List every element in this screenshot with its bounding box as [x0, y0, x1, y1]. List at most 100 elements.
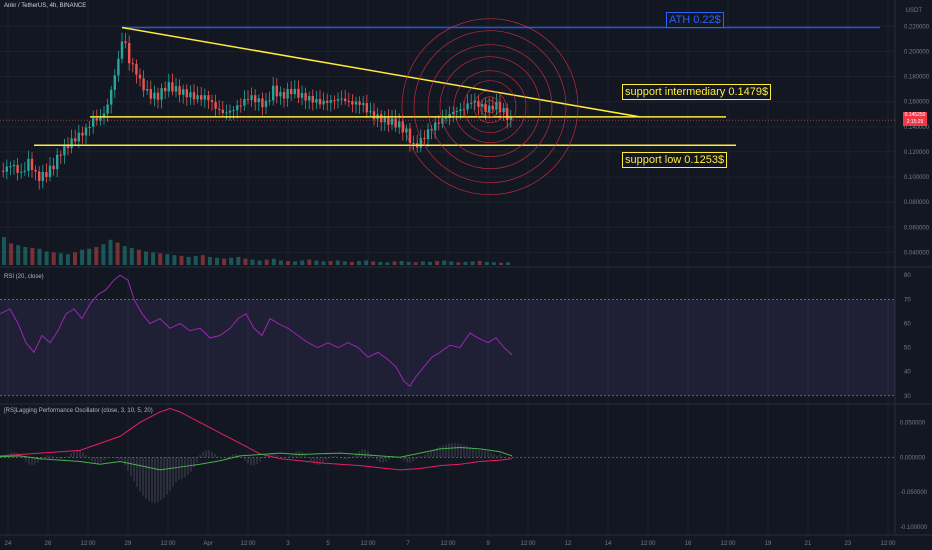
rsi-tick-label: 70: [904, 297, 911, 303]
x-tick-label: 3: [286, 541, 290, 547]
osc-tick-label: -0.100000: [900, 525, 928, 531]
candle-body: [502, 108, 505, 113]
volume-bar: [300, 260, 305, 265]
volume-bar: [463, 261, 468, 265]
candle-body: [470, 102, 473, 104]
candle-body: [192, 92, 196, 100]
candle-body: [354, 101, 358, 105]
volume-bar: [65, 254, 70, 265]
candle-body: [214, 102, 217, 109]
candle-body: [315, 98, 318, 103]
candle-body: [74, 138, 77, 142]
candle-body: [185, 89, 188, 98]
x-tick-label: 12:00: [440, 541, 456, 547]
candle-body: [466, 103, 469, 110]
volume-bar: [413, 262, 418, 265]
volume-bar: [286, 260, 290, 265]
volume-bar: [122, 246, 127, 265]
rsi-tick-label: 50: [904, 346, 911, 352]
price-tick-label: 0.120000: [904, 150, 930, 156]
candle-body: [5, 166, 8, 172]
x-tick-label: 9: [486, 541, 490, 547]
candle-body: [311, 96, 314, 103]
price-tick-label: 0.100000: [904, 175, 930, 181]
candle-body: [196, 95, 199, 100]
x-tick-label: 12:00: [360, 541, 376, 547]
x-tick-label: 12:00: [720, 541, 736, 547]
candle-body: [441, 118, 444, 124]
last-price-value: 0.145250: [904, 112, 926, 118]
osc-tick-label: 0.050000: [900, 420, 926, 426]
candle-body: [138, 74, 142, 79]
price-tick-label: 0.160000: [904, 100, 930, 106]
volume-bar: [385, 262, 390, 265]
candle-body: [347, 100, 350, 102]
volume-bar: [406, 261, 411, 265]
volume-bar: [186, 256, 191, 265]
ticker-title: Ankr / TetherUS, 4h, BINANCE: [4, 3, 87, 9]
volume-bar: [179, 256, 184, 265]
candle-body: [30, 158, 34, 170]
volume-bar: [392, 261, 397, 265]
candle-body: [117, 58, 120, 76]
candle-body: [153, 92, 156, 99]
volume-bar: [477, 260, 482, 265]
x-tick-label: 12:00: [880, 541, 896, 547]
candle-body: [351, 101, 354, 105]
volume-bar: [442, 260, 447, 265]
candle-body: [218, 108, 221, 110]
candle-body: [480, 104, 484, 107]
currency-label: USDT: [905, 8, 922, 14]
candle-body: [16, 164, 19, 173]
candle-body: [48, 165, 52, 177]
x-tick-label: 7: [406, 541, 410, 547]
candle-body: [66, 144, 70, 149]
candle-body: [9, 166, 12, 168]
volume-bar: [144, 251, 148, 265]
candle-body: [369, 111, 372, 113]
volume-bar: [328, 260, 333, 265]
volume-bar: [357, 260, 361, 265]
candle-body: [430, 129, 433, 131]
x-tick-label: 26: [45, 541, 52, 547]
x-tick-label: 16: [685, 541, 692, 547]
price-tick-label: 0.180000: [904, 75, 930, 81]
candle-body: [318, 98, 322, 105]
oscillator-title: [RS]Lagging Performance Oscillator (clos…: [4, 408, 153, 414]
candle-body: [84, 127, 88, 136]
rsi-line: [0, 274, 513, 387]
volume-bar: [200, 255, 205, 265]
candle-body: [210, 100, 214, 103]
volume-bar: [278, 260, 283, 265]
candle-body: [455, 111, 458, 113]
candle-body: [102, 113, 106, 118]
volume-bar: [165, 254, 170, 265]
candle-body: [401, 121, 404, 133]
candle-body: [156, 92, 160, 100]
fib-circle: [463, 80, 517, 134]
candle-body: [257, 98, 260, 103]
candle-body: [444, 118, 448, 120]
price-tick-label: 0.140000: [904, 125, 930, 131]
volume-bar: [399, 260, 404, 265]
x-tick-label: 19: [765, 541, 772, 547]
fib-circle: [439, 56, 541, 158]
candle-body: [264, 100, 268, 108]
candle-body: [110, 89, 113, 105]
x-tick-label: 12:00: [240, 541, 256, 547]
osc-red-line: [0, 407, 513, 471]
fib-circle: [483, 100, 497, 114]
volume-bar: [378, 261, 383, 265]
volume-bar: [243, 258, 248, 265]
volume-bar: [94, 247, 99, 265]
candle-body: [178, 86, 181, 95]
volume-bar: [491, 262, 496, 265]
volume-bar: [371, 261, 376, 265]
volume-bar: [44, 251, 49, 265]
candle-body: [344, 98, 347, 101]
candle-body: [34, 169, 37, 172]
candle-body: [56, 154, 59, 170]
fib-circle: [427, 44, 553, 170]
candle-body: [308, 96, 311, 101]
